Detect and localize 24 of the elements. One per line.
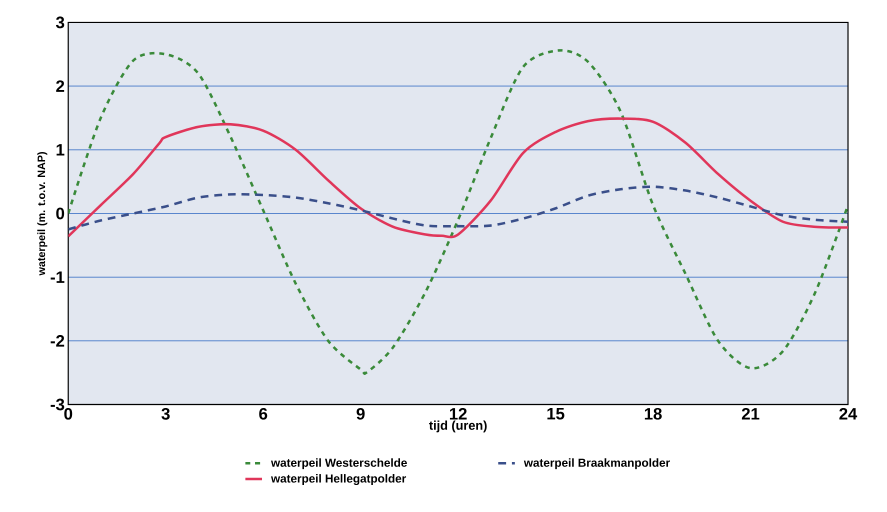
legend-label: waterpeil Braakmanpolder: [524, 458, 670, 470]
x-tick-label: 0: [64, 408, 72, 420]
y-axis-title: waterpeil (m. t.o.v. NAP): [37, 152, 48, 276]
legend-label: waterpeil Westerschelde: [271, 458, 407, 470]
y-tick-label: -1: [50, 272, 64, 283]
y-tick-label: -3: [50, 398, 64, 411]
x-tick-label: 21: [742, 408, 760, 420]
x-tick-label: 12: [450, 408, 467, 420]
y-tick-label: -2: [50, 335, 64, 347]
line-series: [68, 117, 848, 238]
line-series: [68, 49, 848, 374]
x-tick-label: 24: [839, 408, 858, 420]
y-tick-label: 2: [56, 80, 64, 92]
line-series: [68, 186, 848, 231]
y-tick-label: 0: [56, 208, 64, 220]
x-axis-title: tijd (uren): [429, 420, 487, 432]
x-tick-label: 6: [259, 408, 268, 420]
x-tick-label: 18: [644, 408, 662, 420]
x-tick-label: 9: [356, 408, 365, 420]
y-tick-label: 1: [56, 144, 64, 156]
x-tick-label: 3: [161, 408, 170, 420]
x-tick-label: 15: [547, 408, 564, 420]
y-tick-label: 3: [56, 16, 64, 28]
legend-label: waterpeil Hellegatpolder: [271, 474, 406, 486]
